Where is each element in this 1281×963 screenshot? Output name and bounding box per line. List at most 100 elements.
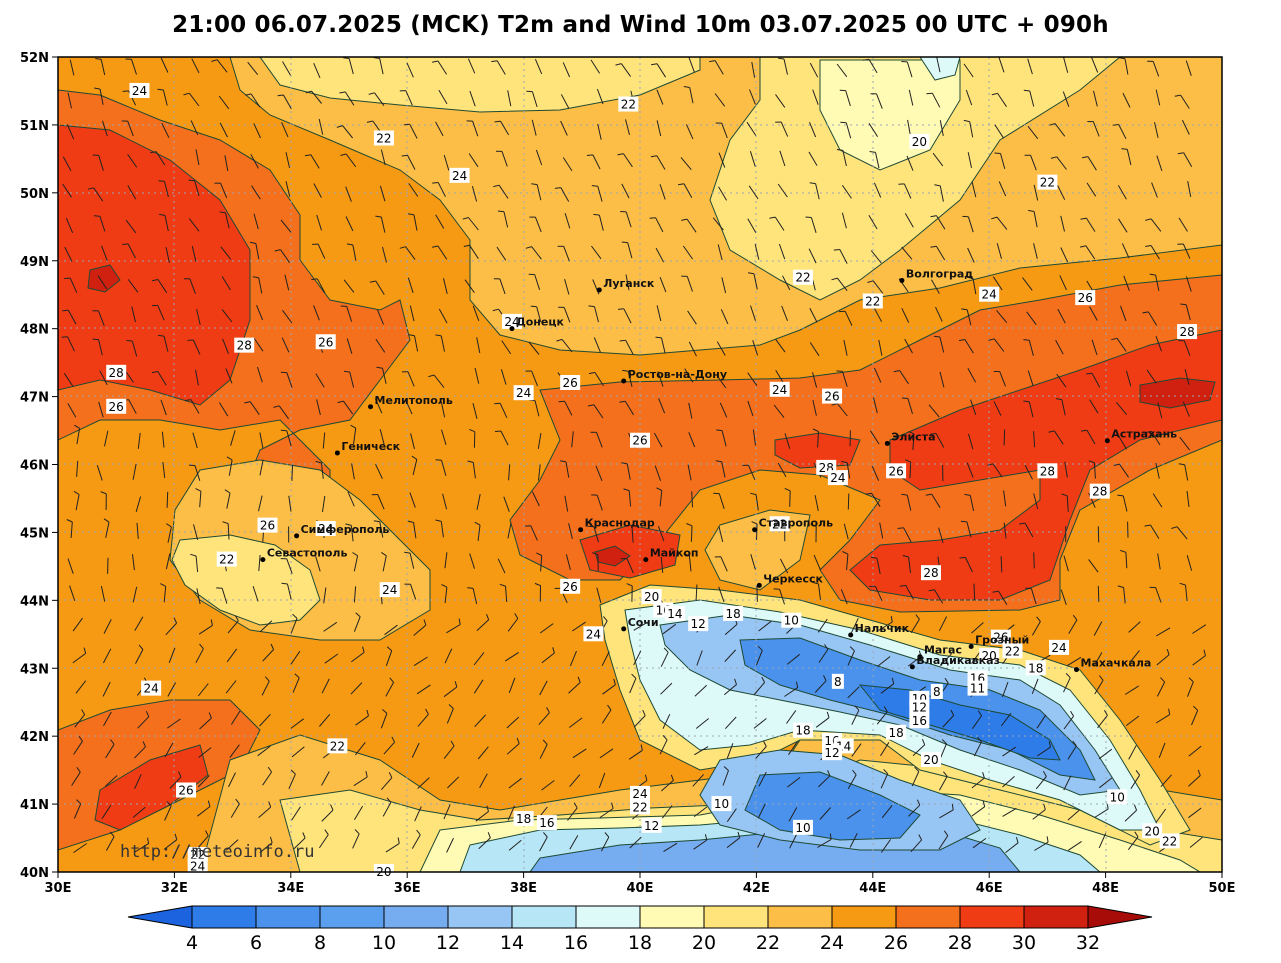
wind-barb-feather: [142, 741, 146, 748]
wind-barb: [724, 623, 738, 636]
wind-barb-feather: [1145, 430, 1152, 433]
wind-barb: [131, 59, 137, 75]
contour-label: 8: [834, 675, 842, 689]
wind-barb-feather: [416, 829, 421, 836]
wind-barb: [810, 217, 817, 233]
wind-barb: [67, 336, 75, 352]
wind-barb-feather: [497, 210, 505, 213]
wind-barb-feather: [961, 308, 968, 311]
wind-barb: [218, 402, 229, 417]
wind-barb: [568, 717, 583, 728]
wind-barb-feather: [425, 708, 429, 715]
contour-label: 22: [376, 132, 391, 146]
wind-barb: [993, 338, 1005, 352]
wind-barb-feather: [982, 800, 986, 807]
wind-barb-feather: [763, 740, 767, 747]
wind-barb: [93, 187, 104, 202]
wind-barb: [1054, 123, 1066, 137]
wind-barb: [96, 465, 103, 481]
colorbar: 4 6 8 10 12 14 16 18 20 22 24 26 28 30 32: [127, 905, 1153, 954]
wind-barb-feather: [950, 709, 955, 716]
contour-label: 26: [632, 434, 647, 448]
wind-barb: [288, 773, 296, 790]
wind-barb: [1035, 776, 1047, 790]
contour-label: 10: [1110, 790, 1125, 804]
wind-barb-feather: [401, 154, 408, 157]
contour-label: 22: [865, 295, 880, 309]
wind-barb: [963, 63, 974, 78]
wind-barb: [104, 775, 118, 787]
wind-barb: [750, 554, 756, 570]
wind-barb-feather: [587, 525, 595, 528]
wind-barb: [1124, 58, 1129, 75]
wind-barb: [658, 398, 666, 414]
wind-barb: [843, 523, 849, 540]
wind-barb: [1029, 90, 1035, 107]
wind-barb-feather: [311, 278, 318, 281]
wind-barb: [102, 648, 112, 664]
wind-barb: [196, 588, 201, 605]
wind-barb-feather: [951, 803, 954, 810]
wind-barb-feather: [831, 277, 838, 281]
colorbar-swatch-16-18: [575, 905, 641, 929]
wind-barb: [631, 526, 634, 543]
wind-barb: [999, 371, 1006, 387]
wind-barb: [1147, 311, 1158, 326]
wind-barb-feather: [208, 712, 212, 719]
city-dot: [334, 450, 340, 456]
wind-barb: [876, 93, 883, 109]
wind-barb: [593, 404, 604, 419]
wind-barb-feather: [458, 618, 461, 625]
contour-label: 28: [1092, 485, 1107, 499]
wind-barb-feather: [992, 590, 999, 593]
wind-barb: [355, 715, 369, 726]
wind-barb-feather: [751, 521, 758, 525]
contour-label-bg: [187, 858, 208, 874]
city-dot: [509, 326, 515, 332]
contour-label-bg: [979, 286, 1000, 302]
wind-barb-feather: [852, 769, 857, 776]
colorbar-label: 28: [948, 932, 972, 954]
wind-barb-feather: [178, 771, 182, 778]
wind-barb: [352, 244, 357, 261]
wind-barb: [194, 180, 200, 197]
wind-barb: [479, 773, 488, 788]
wind-barb-feather: [977, 736, 982, 743]
wind-barb: [440, 521, 444, 538]
wind-barb: [504, 651, 519, 662]
wind-barb: [599, 808, 614, 819]
wind-barb: [938, 835, 949, 850]
wind-barb: [531, 246, 542, 260]
wind-barb: [1098, 748, 1113, 760]
wind-barb: [441, 429, 447, 446]
wind-barb: [722, 770, 729, 786]
wind-barb-feather: [991, 216, 998, 220]
wind-barb: [1003, 522, 1007, 539]
contour-label-bg: [822, 745, 843, 761]
wind-barb-feather: [1121, 148, 1128, 150]
wind-barb: [316, 214, 322, 231]
wind-barb: [496, 246, 507, 261]
city-label: Донецк: [516, 316, 565, 329]
wind-barb-feather: [1025, 587, 1032, 590]
wind-barb-feather: [1171, 526, 1178, 529]
contour-label: 24: [772, 383, 787, 397]
wind-barb: [752, 340, 759, 356]
wind-barb: [621, 183, 630, 199]
contour-label-bg: [921, 751, 941, 767]
wind-barb: [718, 152, 726, 168]
wind-barb-feather: [1180, 303, 1187, 306]
city-label: Астрахань: [1111, 428, 1177, 441]
wind-barb-feather: [411, 455, 418, 460]
wind-barb: [385, 650, 393, 666]
wind-barb: [503, 211, 509, 228]
wind-barb: [868, 58, 878, 74]
wind-barb: [753, 682, 765, 695]
lon-tick-label: 40E: [627, 881, 654, 896]
contour-label-bg: [831, 673, 844, 689]
contour-label-bg: [792, 269, 813, 285]
contour-label: 28: [1040, 464, 1055, 478]
wind-barb-feather: [158, 180, 165, 182]
wind-barb: [593, 337, 601, 353]
wind-barb: [965, 557, 973, 573]
